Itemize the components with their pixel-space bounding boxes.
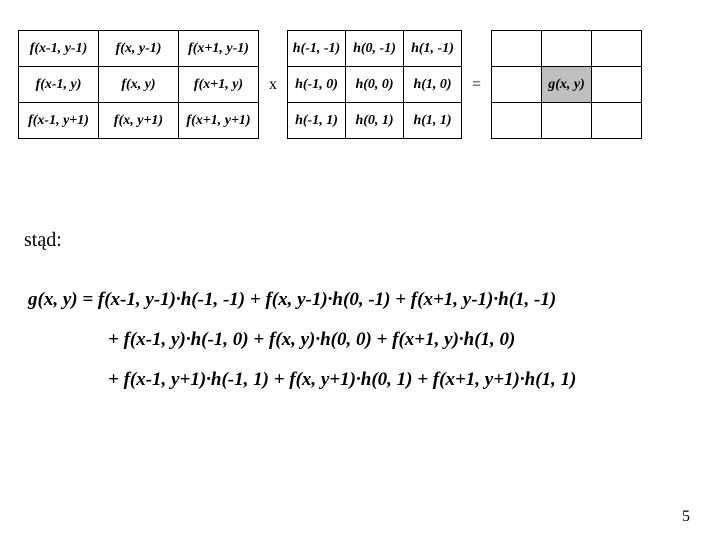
g-cell [492,31,542,67]
g-cell [492,103,542,139]
convolution-equation: g(x, y) = f(x-1, y-1)·h(-1, -1) + f(x, y… [28,280,702,400]
h-cell: h(-1, 0) [288,67,346,103]
hence-label: stąd: [24,229,702,252]
h-cell: h(-1, -1) [288,31,346,67]
f-cell: f(x, y+1) [99,103,179,139]
equation-line-3: + f(x-1, y+1)·h(-1, 1) + f(x, y+1)·h(0, … [28,360,702,400]
slide-page: f(x-1, y-1) f(x, y-1) f(x+1, y-1) f(x-1,… [0,0,720,540]
g-cell [592,31,642,67]
h-cell: h(1, 1) [404,103,462,139]
h-kernel-table: h(-1, -1) h(0, -1) h(1, -1) h(-1, 0) h(0… [287,30,462,139]
f-cell: f(x-1, y-1) [19,31,99,67]
equation-line-2: + f(x-1, y)·h(-1, 0) + f(x, y)·h(0, 0) +… [28,320,702,360]
derivation-section: stąd: g(x, y) = f(x-1, y-1)·h(-1, -1) + … [24,229,702,400]
g-cell [542,103,592,139]
f-cell: f(x, y) [99,67,179,103]
f-cell: f(x, y-1) [99,31,179,67]
equation-lhs: g(x, y) = [28,289,98,310]
g-output-table: g(x, y) [491,30,642,139]
f-cell: f(x+1, y) [179,67,259,103]
g-cell [542,31,592,67]
equation-line-1: g(x, y) = f(x-1, y-1)·h(-1, -1) + f(x, y… [28,280,702,320]
g-cell [592,67,642,103]
h-cell: h(-1, 1) [288,103,346,139]
f-cell: f(x+1, y-1) [179,31,259,67]
h-cell: h(0, 0) [346,67,404,103]
f-cell: f(x-1, y+1) [19,103,99,139]
f-cell: f(x-1, y) [19,67,99,103]
equation-rhs-1: f(x-1, y-1)·h(-1, -1) + f(x, y-1)·h(0, -… [98,289,556,310]
f-neighborhood-table: f(x-1, y-1) f(x, y-1) f(x+1, y-1) f(x-1,… [18,30,259,139]
h-cell: h(1, 0) [404,67,462,103]
equals-operator: = [468,76,485,94]
g-center-cell: g(x, y) [542,67,592,103]
g-cell [592,103,642,139]
f-cell: f(x+1, y+1) [179,103,259,139]
page-number: 5 [682,508,690,526]
g-cell [492,67,542,103]
h-cell: h(1, -1) [404,31,462,67]
equation-rhs-2: + f(x-1, y)·h(-1, 0) + f(x, y)·h(0, 0) +… [108,329,515,350]
h-cell: h(0, -1) [346,31,404,67]
convolution-diagram-row: f(x-1, y-1) f(x, y-1) f(x+1, y-1) f(x-1,… [18,30,702,139]
equation-rhs-3: + f(x-1, y+1)·h(-1, 1) + f(x, y+1)·h(0, … [108,369,576,390]
h-cell: h(0, 1) [346,103,404,139]
times-operator: x [265,76,281,94]
